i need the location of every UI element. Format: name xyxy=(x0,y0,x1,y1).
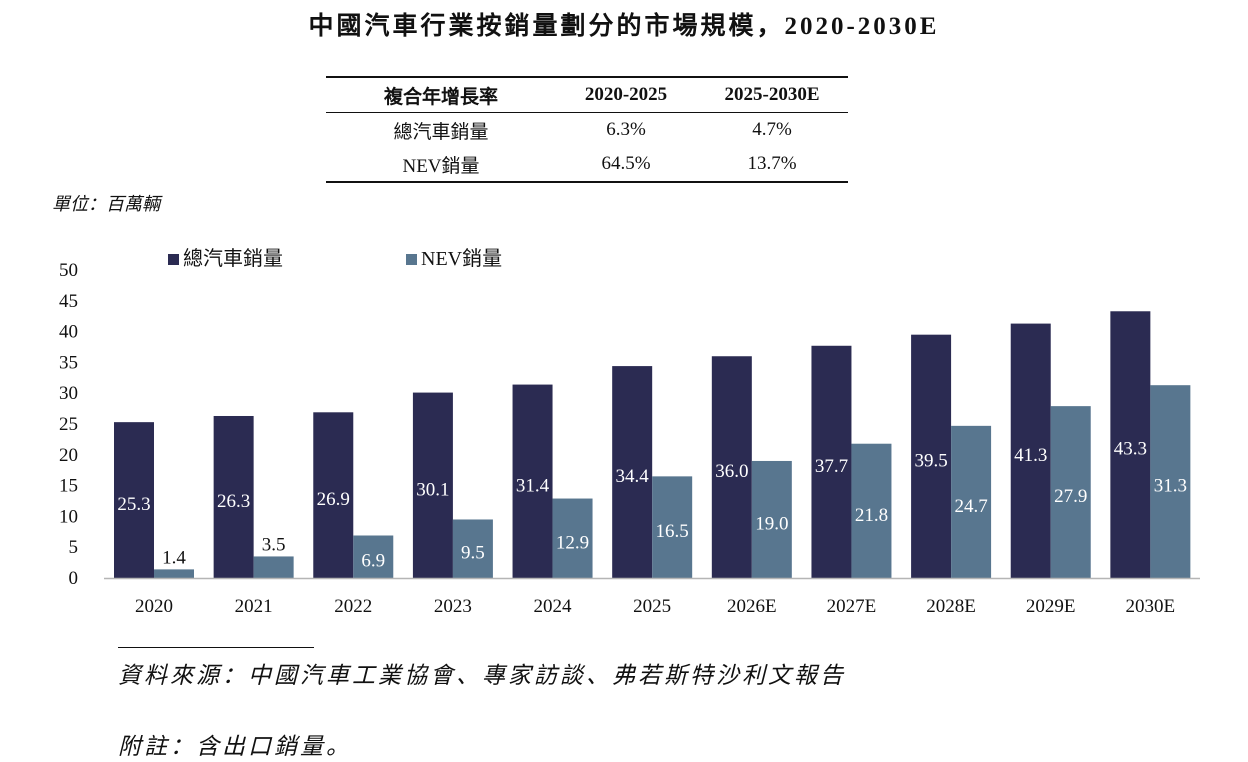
data-label: 21.8 xyxy=(855,505,888,526)
x-tick-label: 2020 xyxy=(135,596,173,617)
cagr-header-period-2: 2025-2030E xyxy=(724,84,820,105)
unit-label: 單位：百萬輛 xyxy=(52,194,160,214)
y-tick-label: 5 xyxy=(69,537,79,558)
y-tick-label: 30 xyxy=(59,383,78,404)
data-label: 25.3 xyxy=(117,494,150,515)
bar-nev xyxy=(851,443,892,578)
bar-nev xyxy=(1150,385,1191,578)
bar-total xyxy=(313,412,354,578)
bar-total xyxy=(1010,323,1051,578)
bar-nev xyxy=(154,569,194,578)
data-label: 41.3 xyxy=(1014,445,1047,466)
bar-total xyxy=(512,384,553,578)
bar-nev xyxy=(253,556,294,578)
x-tick-label: 2023 xyxy=(434,596,472,617)
bar-nev xyxy=(652,476,693,578)
bar-total xyxy=(1110,311,1151,578)
data-label: 30.1 xyxy=(416,479,449,500)
x-tick-label: 2028E xyxy=(926,596,976,617)
cagr-cell: 6.3% xyxy=(606,119,646,140)
data-label: 6.9 xyxy=(361,551,385,572)
table-row: NEV銷量 64.5% 13.7% xyxy=(326,147,848,182)
legend-swatch xyxy=(406,254,417,265)
page-title: 中國汽車行業按銷量劃分的市場規模，2020-2030E xyxy=(308,13,940,40)
data-label: 16.5 xyxy=(656,521,689,542)
bar-total xyxy=(412,392,453,578)
data-label: 37.7 xyxy=(815,456,848,477)
bar-total xyxy=(911,334,952,578)
data-label: 39.5 xyxy=(914,450,947,471)
cagr-table: 複合年增長率 2020-2025 2025-2030E 總汽車銷量 6.3% 4… xyxy=(326,76,848,183)
data-label: 3.5 xyxy=(262,534,286,555)
cagr-header-label: 複合年增長率 xyxy=(383,86,498,108)
bar-nev xyxy=(951,425,992,578)
x-tick-label: 2024 xyxy=(534,596,573,617)
cagr-header-period-1: 2020-2025 xyxy=(584,84,668,105)
y-tick-label: 50 xyxy=(59,260,78,281)
bar-nev xyxy=(452,519,493,578)
y-tick-label: 10 xyxy=(59,506,78,527)
x-tick-label: 2030E xyxy=(1126,596,1176,617)
bar-total xyxy=(811,345,852,578)
data-label: 9.5 xyxy=(461,543,485,564)
y-tick-label: 35 xyxy=(59,352,78,373)
bar-total xyxy=(114,422,154,578)
y-tick-label: 45 xyxy=(59,291,78,312)
y-tick-label: 20 xyxy=(59,445,78,466)
data-label: 31.4 xyxy=(516,475,550,496)
x-tick-label: 2022 xyxy=(334,596,372,617)
data-label: 1.4 xyxy=(162,547,186,568)
data-label: 24.7 xyxy=(954,496,987,517)
legend-label: NEV銷量 xyxy=(421,247,502,270)
bar-total xyxy=(711,356,752,578)
cagr-cell: 13.7% xyxy=(747,153,797,174)
data-label: 27.9 xyxy=(1054,486,1087,507)
cagr-header-row: 複合年增長率 2020-2025 2025-2030E xyxy=(326,77,848,113)
y-tick-label: 25 xyxy=(59,414,78,435)
bar-nev xyxy=(1050,406,1091,578)
cagr-cell: 64.5% xyxy=(601,153,651,174)
data-label: 26.3 xyxy=(217,491,250,512)
data-label: 43.3 xyxy=(1114,439,1147,460)
x-tick-label: 2027E xyxy=(827,596,877,617)
data-label: 19.0 xyxy=(755,513,788,534)
bar-total xyxy=(612,366,653,578)
bar-nev xyxy=(751,460,792,578)
cagr-row-label: 總汽車銷量 xyxy=(393,121,489,143)
x-tick-label: 2029E xyxy=(1026,596,1076,617)
data-label: 26.9 xyxy=(317,489,350,510)
source-divider xyxy=(118,647,314,648)
x-tick-label: 2021 xyxy=(235,596,273,617)
data-label: 12.9 xyxy=(556,532,589,553)
bar-total xyxy=(213,415,254,578)
footnote: 附註：含出口銷量。 xyxy=(118,734,352,759)
y-tick-label: 40 xyxy=(59,322,78,343)
bar-nev xyxy=(353,535,394,578)
y-tick-label: 15 xyxy=(59,476,78,497)
cagr-cell: 4.7% xyxy=(752,119,792,140)
data-label: 34.4 xyxy=(616,466,650,487)
x-tick-label: 2025 xyxy=(633,596,671,617)
source-note: 資料來源：中國汽車工業協會、專家訪談、弗若斯特沙利文報告 xyxy=(118,663,846,688)
legend-swatch xyxy=(168,254,179,265)
table-row: 總汽車銷量 6.3% 4.7% xyxy=(326,113,848,148)
y-tick-label: 0 xyxy=(69,568,79,589)
cagr-row-label: NEV銷量 xyxy=(402,155,480,177)
legend-label: 總汽車銷量 xyxy=(183,247,283,270)
data-label: 36.0 xyxy=(715,461,748,482)
bar-nev xyxy=(552,498,593,578)
data-label: 31.3 xyxy=(1154,476,1187,497)
x-tick-label: 2026E xyxy=(727,596,777,617)
